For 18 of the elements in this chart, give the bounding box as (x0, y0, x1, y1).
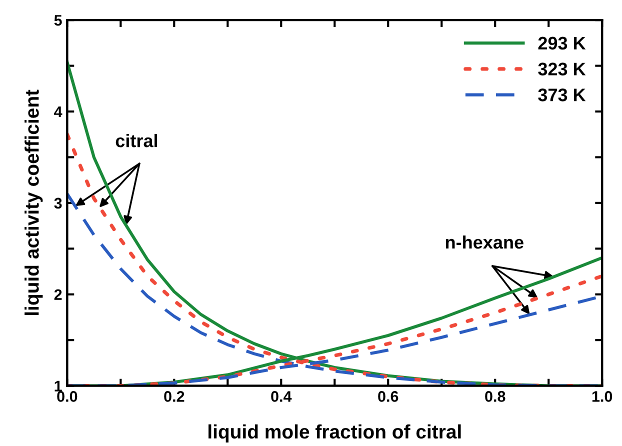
y-tick-label: 5 (54, 15, 62, 26)
legend-label: 293 K (538, 36, 586, 50)
y-tick-label: 2 (54, 289, 62, 300)
y-tick-label: 4 (54, 106, 62, 118)
y-tick-label: 3 (54, 198, 62, 209)
x-tick-label: 1.0 (592, 391, 612, 402)
x-tick-label: 0.6 (378, 391, 398, 402)
x-tick-label: 0.0 (57, 391, 78, 402)
y-tick-label: 1 (54, 380, 62, 392)
annotation: n-hexane (446, 235, 524, 249)
legend-label: 373 K (538, 88, 586, 102)
y-axis-title: liquid activity coefficient (24, 90, 43, 316)
legend-label: 323 K (538, 62, 586, 76)
x-tick-label: 0.4 (271, 391, 292, 402)
x-tick-label: 0.8 (485, 391, 506, 402)
x-tick-label: 0.2 (164, 391, 184, 402)
x-axis-title: liquid mole fraction of citral (208, 424, 461, 442)
annotation: citral (116, 134, 158, 148)
